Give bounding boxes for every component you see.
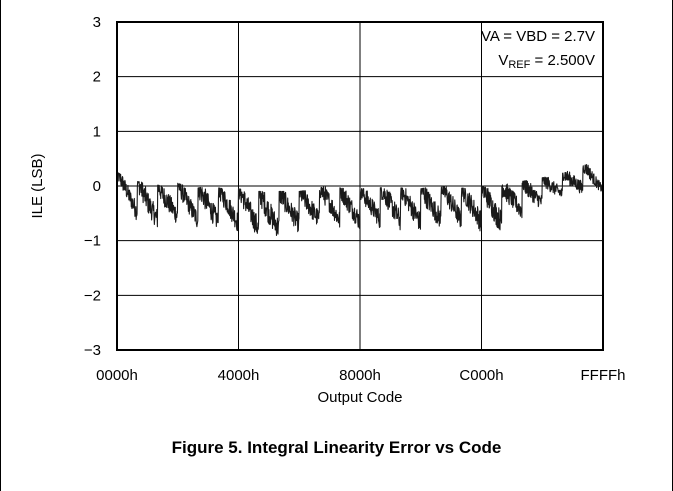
x-tick-label: C000h xyxy=(459,367,503,384)
y-tick-label: −1 xyxy=(84,233,101,250)
x-tick-label: 0000h xyxy=(96,367,138,384)
y-tick-label: 0 xyxy=(93,178,101,195)
x-tick-label: 8000h xyxy=(339,367,381,384)
y-tick-label: 1 xyxy=(93,123,101,140)
y-tick-label: 3 xyxy=(93,14,101,31)
series-trace xyxy=(116,164,604,236)
grid-lines xyxy=(116,21,604,351)
annotation-reference-voltage: VREF = 2.500V xyxy=(498,52,595,71)
annotation-vref-sub: REF xyxy=(508,59,530,71)
annotation-supply-voltage: VA = VBD = 2.7V xyxy=(481,28,595,45)
plot-frame xyxy=(116,21,604,351)
annotation-vref-main: V xyxy=(498,52,508,69)
y-tick-label: −2 xyxy=(84,287,101,304)
annotation-vref-rest: = 2.500V xyxy=(530,52,595,69)
x-tick-label: FFFFh xyxy=(581,367,626,384)
y-tick-labels: 3 2 1 0 −1 −2 −3 xyxy=(84,14,101,359)
x-axis-title: Output Code xyxy=(317,389,402,406)
y-axis-title: ILE (LSB) xyxy=(29,153,46,218)
figure-caption: Figure 5. Integral Linearity Error vs Co… xyxy=(171,438,502,457)
ile-chart: 3 2 1 0 −1 −2 −3 0000h 4000h 8000h C000h FFFFh Out… xyxy=(29,14,626,406)
x-tick-labels: 0000h 4000h 8000h C000h FFFFh xyxy=(96,367,625,384)
series-ile xyxy=(116,164,604,236)
y-tick-label: 2 xyxy=(93,69,101,86)
x-tick-label: 4000h xyxy=(218,367,260,384)
y-tick-label: −3 xyxy=(84,342,101,359)
